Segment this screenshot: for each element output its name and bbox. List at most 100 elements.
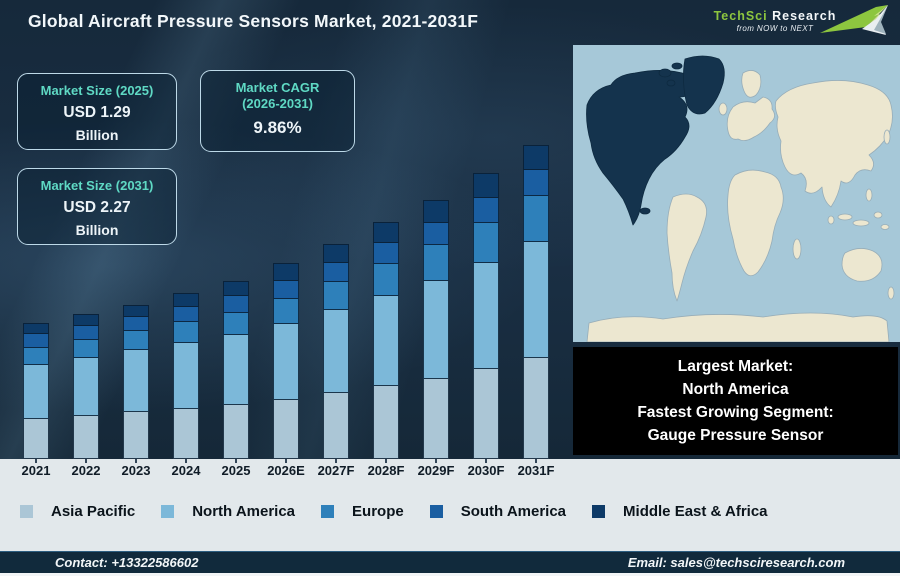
x-axis-label-2024: 2024 [171, 463, 201, 478]
bar-segment-south-america [223, 296, 249, 313]
bar-segment-north-america [223, 335, 249, 405]
x-axis-label-2027F: 2027F [317, 463, 355, 478]
bar-segment-middle-east-africa [423, 200, 449, 223]
logo-brand-primary: TechSci [713, 9, 768, 23]
bar-segment-middle-east-africa [273, 263, 299, 281]
bar-2031F [523, 145, 549, 459]
legend-swatch [20, 505, 33, 518]
footer-bar: Contact: +13322586602 Email: sales@techs… [0, 551, 900, 576]
x-axis-label-2025: 2025 [221, 463, 251, 478]
market-cagr-value: 9.86% [253, 118, 302, 137]
bar-2030F [473, 173, 499, 459]
bar-segment-north-america [523, 242, 549, 358]
x-axis-label-2029F: 2029F [417, 463, 455, 478]
legend-label: North America [192, 503, 296, 520]
bar-2027F [323, 244, 349, 459]
bar-segment-north-america [323, 310, 349, 393]
largest-market-label: Largest Market: [677, 358, 794, 375]
legend-swatch [592, 505, 606, 518]
market-size-2025-label: Market Size (2025) [40, 83, 154, 98]
bar-2024 [173, 293, 199, 459]
market-size-2025-unit: Billion [75, 127, 119, 143]
x-axis-tick [185, 459, 187, 463]
market-size-2025-value: USD 1.29 [63, 104, 131, 121]
bar-segment-south-america [23, 334, 49, 348]
bar-2022 [73, 314, 99, 459]
world-map-svg [573, 45, 900, 342]
footer-contact: Contact: +13322586602 [55, 555, 199, 570]
x-axis-tick [335, 459, 337, 463]
market-size-2031-box: Market Size (2031) USD 2.27 Billion [17, 168, 177, 245]
market-size-2031-value: USD 2.27 [63, 199, 131, 216]
market-cagr-box: Market CAGR (2026-2031) 9.86% [200, 70, 355, 152]
x-axis-label-2030F: 2030F [467, 463, 505, 478]
x-axis-tick [435, 459, 437, 463]
bar-segment-europe [123, 331, 149, 350]
logo-tagline: from NOW to NEXT [736, 24, 814, 33]
bar-segment-north-america [173, 343, 199, 409]
bar-segment-south-america [123, 317, 149, 331]
bar-segment-south-america [473, 198, 499, 223]
bar-segment-europe [423, 245, 449, 281]
bar-segment-europe [273, 299, 299, 324]
bar-segment-south-america [73, 326, 99, 340]
bar-2025 [223, 281, 249, 459]
x-axis-label-2026E: 2026E [267, 463, 305, 478]
x-axis-tick [135, 459, 137, 463]
largest-market-value: North America [682, 381, 789, 398]
axis-and-legend-strip: 2021 2022 2023 2024 2025 2026E 2027F 2028F 2029F… [0, 459, 900, 551]
x-axis-tick [235, 459, 237, 463]
bar-segment-middle-east-africa [173, 293, 199, 307]
market-highlight-box: Largest Market: North America Fastest Gr… [573, 347, 898, 455]
bar-segment-north-america [373, 296, 399, 386]
logo-brand-secondary: Research [772, 9, 837, 23]
legend-item-europe: Europe [321, 503, 404, 520]
market-size-2031-label: Market Size (2031) [40, 178, 154, 193]
bar-segment-south-america [173, 307, 199, 322]
x-axis-label-2023: 2023 [121, 463, 151, 478]
bar-segment-south-america [423, 223, 449, 245]
bar-segment-asia-pacific [73, 416, 99, 459]
bar-segment-south-america [323, 263, 349, 282]
bar-segment-middle-east-africa [323, 244, 349, 263]
bar-segment-asia-pacific [423, 379, 449, 459]
bar-segment-asia-pacific [473, 369, 499, 459]
legend-item-north-america: North America [161, 503, 295, 520]
bar-segment-north-america [473, 263, 499, 369]
legend-swatch [429, 505, 443, 518]
x-axis-tick [85, 459, 87, 463]
market-cagr-label-line1: Market CAGR [235, 80, 320, 95]
fastest-segment-label: Fastest Growing Segment: [637, 404, 834, 421]
bar-segment-south-america [373, 243, 399, 264]
x-axis-tick [35, 459, 37, 463]
legend-label: Europe [352, 503, 404, 520]
bar-segment-middle-east-africa [223, 281, 249, 296]
fastest-segment-value: Gauge Pressure Sensor [647, 427, 824, 444]
market-size-2031-unit: Billion [75, 222, 119, 238]
bar-segment-europe [473, 223, 499, 263]
bar-segment-north-america [23, 365, 49, 419]
bar-segment-europe [23, 348, 49, 365]
x-axis-label-2031F: 2031F [517, 463, 555, 478]
logo-arrow-icon [820, 5, 888, 35]
bar-segment-middle-east-africa [73, 314, 99, 326]
x-axis-label-2028F: 2028F [367, 463, 405, 478]
legend-item-south-america: South America [429, 503, 566, 520]
bar-segment-north-america [273, 324, 299, 400]
legend-label: Middle East & Africa [623, 503, 768, 520]
x-axis-tick [535, 459, 537, 463]
bar-segment-asia-pacific [123, 412, 149, 459]
bar-2029F [423, 200, 449, 459]
bar-2021 [23, 323, 49, 459]
bar-segment-europe [523, 196, 549, 242]
bar-segment-middle-east-africa [123, 305, 149, 317]
map-north-america-highlight [586, 55, 725, 226]
page-title: Global Aircraft Pressure Sensors Market,… [28, 11, 479, 31]
world-map [573, 45, 900, 342]
bar-segment-asia-pacific [223, 405, 249, 459]
bar-segment-asia-pacific [323, 393, 349, 459]
bar-segment-north-america [423, 281, 449, 379]
bar-segment-asia-pacific [273, 400, 299, 459]
bar-segment-middle-east-africa [23, 323, 49, 334]
